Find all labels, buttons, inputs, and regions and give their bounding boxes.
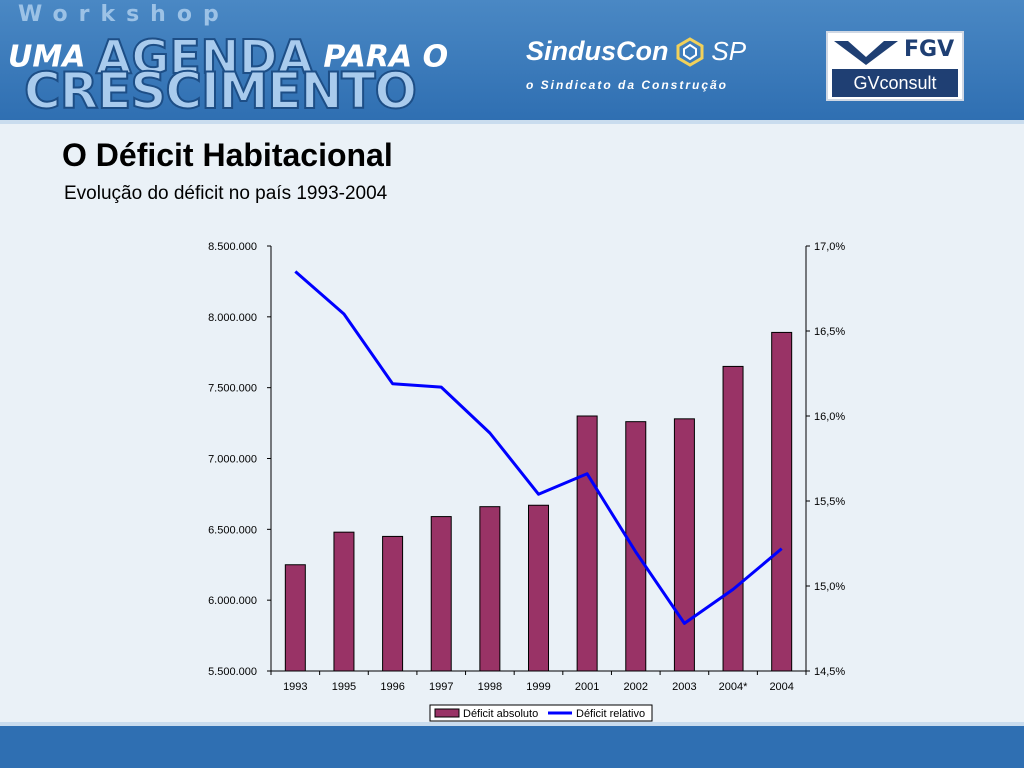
x-tick-label: 1995 [332,681,356,693]
sinduscon-sp: SP [711,36,747,66]
y-left-tick-label: 6.000.000 [208,595,257,607]
bar-deficit-absoluto [479,506,501,672]
bar-deficit-absoluto [625,421,647,672]
gvconsult-label: GVconsult [832,69,958,97]
y-right-tick-label: 17,0% [814,241,845,253]
y-left-tick-label: 7.500.000 [208,383,257,395]
logo-agenda: AGENDA [95,29,314,85]
legend-label-absoluto: Déficit absoluto [463,708,538,720]
bar-deficit-absoluto [430,516,452,672]
bar-deficit-absoluto [673,418,695,672]
x-tick-label: 2002 [624,681,648,693]
y-left-tick-label: 6.500.000 [208,524,257,536]
line-deficit-relativo [294,270,783,625]
y-left-tick-label: 8.500.000 [208,241,257,253]
legend-swatch-bar [434,708,460,718]
y-left-tick-label: 8.000.000 [208,312,257,324]
bar-deficit-absoluto [284,564,306,672]
y-left-tick-label: 7.000.000 [208,454,257,466]
y-right-tick-label: 15,5% [814,496,845,508]
sinduscon-name: SindusCon [526,36,669,66]
legend-box [429,704,653,722]
bar-deficit-absoluto [528,504,549,672]
fgv-emblem-icon [834,41,898,65]
x-tick-label: 1998 [478,681,502,693]
x-tick-label: 1997 [429,681,453,693]
workshop-label: Workshop [18,2,230,27]
x-tick-label: 2001 [575,681,599,693]
slide-title: O Déficit Habitacional [62,137,393,173]
x-tick-label: 1999 [526,681,550,693]
x-tick-label: 2003 [672,681,696,693]
fgv-logo: FGV GVconsult [826,31,964,101]
logo-uma: UMA [8,39,86,75]
x-tick-label: 1993 [283,681,307,693]
x-tick-label: 2004 [769,681,793,693]
y-right-tick-label: 14,5% [814,666,845,678]
bar-deficit-absoluto [333,531,355,672]
footer-bar [0,726,1024,768]
fgv-wordmark: FGV [904,37,955,62]
sinduscon-emblem-icon [676,36,704,67]
y-left-tick-label: 5.500.000 [208,666,257,678]
header-divider [0,120,1024,124]
bar-deficit-absoluto [771,331,793,672]
sinduscon-logo: SindusCon SP [526,36,746,67]
y-right-tick-label: 15,0% [814,581,845,593]
sinduscon-tagline: o Sindicato da Construção [526,78,729,92]
x-tick-label: 1996 [380,681,404,693]
legend-label-relativo: Déficit relativo [576,708,645,720]
y-right-tick-label: 16,5% [814,326,845,338]
slide-subtitle: Evolução do déficit no país 1993-2004 [64,183,388,204]
bar-deficit-absoluto [576,415,598,672]
workshop-logo: UMA AGENDA PARA O [8,29,449,85]
x-tick-label: 2004* [719,681,748,693]
bar-deficit-absoluto [722,365,744,672]
y-right-tick-label: 16,0% [814,411,845,423]
header-banner: Workshop UMA AGENDA PARA O CRESCIMENTO S… [0,0,1024,121]
footer-divider [0,722,1024,726]
logo-para: PARA O [323,39,449,75]
bar-deficit-absoluto [382,535,404,672]
logo-crescimento: CRESCIMENTO [23,61,418,121]
